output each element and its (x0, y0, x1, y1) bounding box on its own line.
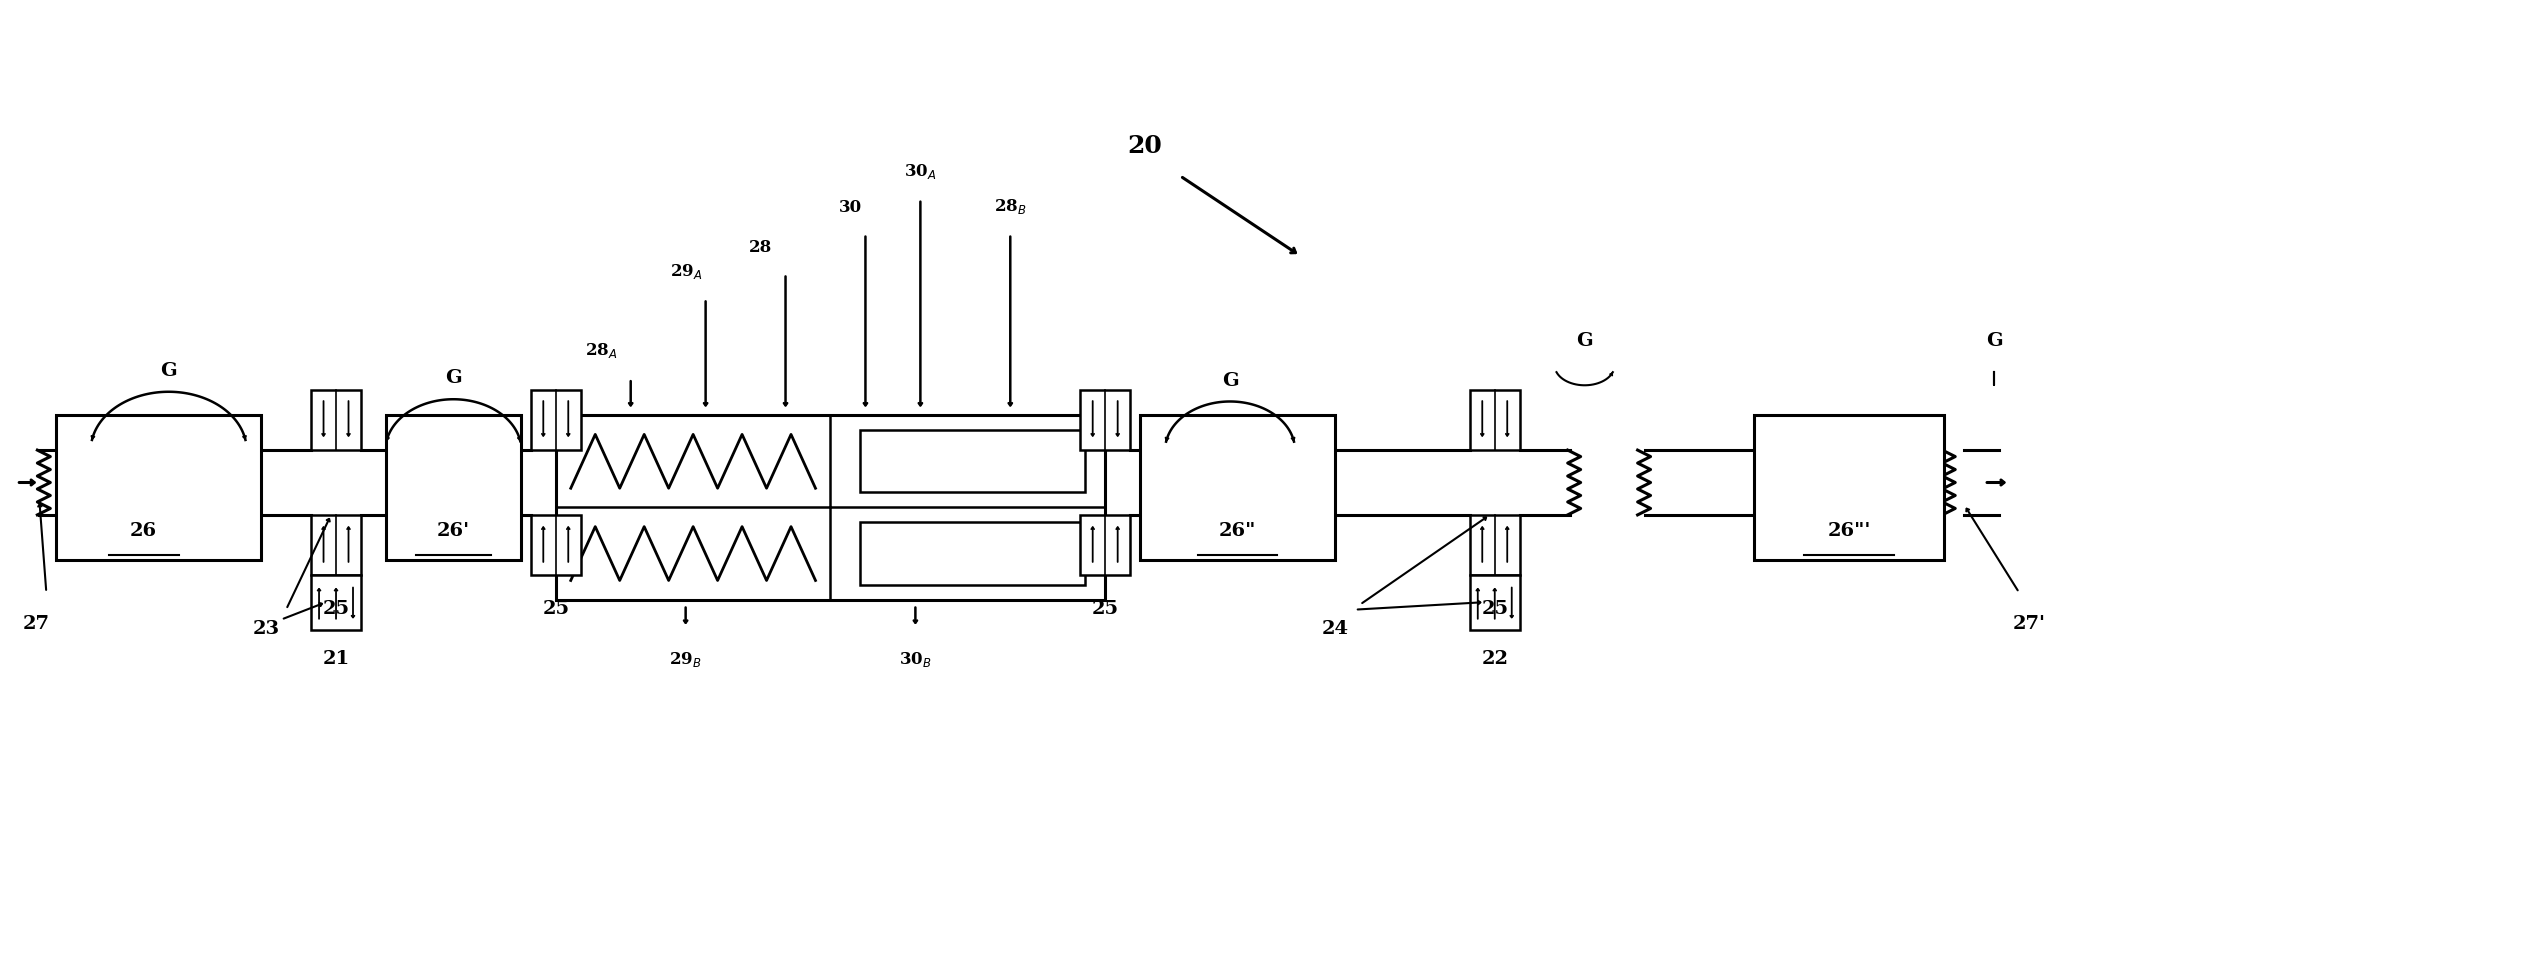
Bar (1470, 575, 1521, 629)
Text: G: G (445, 370, 463, 387)
Text: 25: 25 (542, 599, 570, 618)
Text: 25: 25 (1091, 599, 1119, 618)
Bar (310, 390, 361, 450)
Bar (1470, 390, 1521, 450)
Text: 26"': 26"' (1828, 522, 1872, 539)
Text: 27': 27' (2012, 615, 2045, 633)
Bar (531, 390, 580, 450)
Text: 22: 22 (1480, 649, 1508, 668)
Text: 29$_A$: 29$_A$ (669, 262, 702, 281)
Bar (860, 522, 1086, 585)
Text: G: G (1986, 332, 2001, 350)
Bar (1139, 415, 1335, 560)
Text: 26": 26" (1218, 522, 1256, 539)
Bar (1081, 515, 1129, 575)
Text: 26': 26' (437, 522, 470, 539)
Text: 21: 21 (323, 649, 348, 668)
Bar (310, 515, 361, 575)
Text: 23: 23 (252, 620, 280, 638)
Bar (387, 415, 521, 560)
Text: 27: 27 (23, 615, 51, 633)
Text: 24: 24 (1322, 620, 1348, 638)
Text: 28$_B$: 28$_B$ (994, 197, 1027, 216)
Text: G: G (1577, 332, 1592, 350)
Text: 28$_A$: 28$_A$ (585, 342, 618, 360)
Text: 30$_A$: 30$_A$ (905, 162, 936, 180)
Bar (557, 415, 1106, 599)
Bar (1755, 415, 1945, 560)
Text: 25: 25 (1480, 599, 1508, 618)
Bar (1081, 390, 1129, 450)
Bar (860, 430, 1086, 492)
Text: 30: 30 (839, 199, 862, 216)
Text: G: G (160, 362, 178, 380)
Text: 25: 25 (323, 599, 348, 618)
Text: 29$_B$: 29$_B$ (669, 649, 702, 669)
Text: 30$_B$: 30$_B$ (900, 649, 931, 669)
Bar (56, 415, 262, 560)
Text: 26: 26 (130, 522, 158, 539)
Bar (310, 575, 361, 629)
Bar (531, 515, 580, 575)
Text: 28: 28 (750, 238, 773, 256)
Bar (1470, 515, 1521, 575)
Text: G: G (1221, 372, 1238, 390)
Text: 20: 20 (1127, 134, 1162, 158)
